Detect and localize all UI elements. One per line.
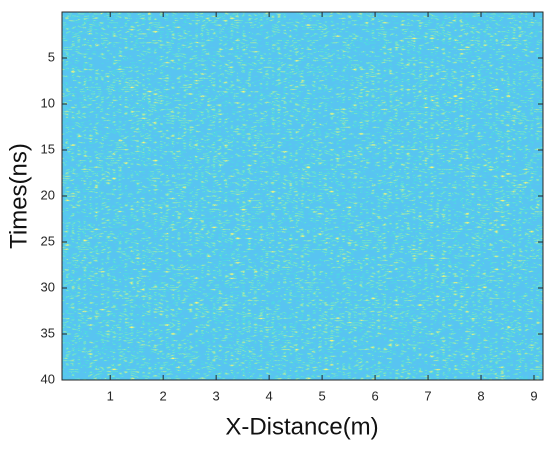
y-axis-title: Times(ns) [5,143,32,249]
x-tick-label: 6 [371,388,378,403]
y-tick-label: 35 [41,325,55,340]
x-tick-label: 2 [160,388,167,403]
x-tick-label: 9 [530,388,537,403]
y-tick-label: 10 [41,95,55,110]
y-tick-label: 5 [48,49,55,64]
y-tick-label: 15 [41,141,55,156]
x-tick-label: 4 [266,388,273,403]
y-tick-label: 30 [41,279,55,294]
x-axis-title: X-Distance(m) [225,413,378,440]
y-tick-label: 40 [41,371,55,386]
x-tick-label: 1 [107,388,114,403]
y-tick-label: 20 [41,187,55,202]
x-tick-label: 7 [424,388,431,403]
y-tick-label: 25 [41,233,55,248]
x-tick-label: 5 [318,388,325,403]
x-tick-label: 3 [213,388,220,403]
heatmap-image [62,12,543,380]
x-tick-label: 8 [477,388,484,403]
